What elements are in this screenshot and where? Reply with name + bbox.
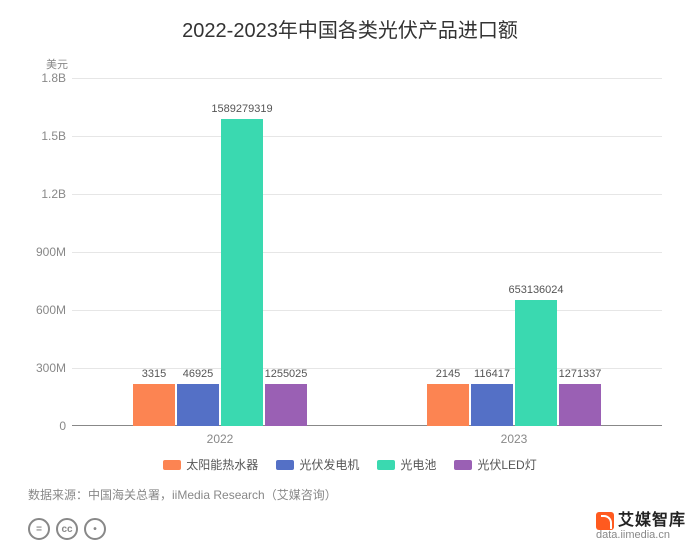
chart-title: 2022-2023年中国各类光伏产品进口额 [0,0,700,43]
cc-icon: cc [56,518,78,540]
grid-line [72,136,662,137]
y-tick-label: 300M [36,361,72,375]
bar-value-label: 3315 [142,368,166,380]
cc-icon: = [28,518,50,540]
bar [133,384,175,426]
x-tick-label: 2022 [207,426,234,446]
bar [515,300,557,426]
bar [177,384,219,426]
bar [427,384,469,426]
y-tick-label: 1.8B [41,71,72,85]
grid-line [72,310,662,311]
legend-swatch-icon [163,460,181,470]
grid-line [72,78,662,79]
plot-area: 0300M600M900M1.2B1.5B1.8B202233154692515… [72,78,662,426]
legend-swatch-icon [276,460,294,470]
bar [471,384,513,426]
bar-value-label: 1589279319 [211,103,272,115]
legend-item: 光伏LED灯 [454,456,536,473]
license-icons: = cc • [28,518,106,540]
legend: 太阳能热水器 光伏发电机 光电池 光伏LED灯 [0,456,700,473]
y-tick-label: 0 [59,419,72,433]
bar-value-label: 1255025 [265,368,308,380]
cc-icon: • [84,518,106,540]
brand-logo-icon [596,512,614,530]
y-tick-label: 900M [36,245,72,259]
brand-url: data.iimedia.cn [596,530,686,542]
y-tick-label: 600M [36,303,72,317]
legend-swatch-icon [377,460,395,470]
y-axis-unit: 美元 [46,56,68,72]
y-tick-label: 1.5B [41,129,72,143]
bar-value-label: 653136024 [508,284,563,296]
legend-label: 光电池 [400,456,436,473]
y-tick-label: 1.2B [41,187,72,201]
x-tick-label: 2023 [501,426,528,446]
brand-name: 艾媒智库 [618,513,686,530]
brand-block: 艾媒智库 data.iimedia.cn [596,512,686,542]
legend-item: 太阳能热水器 [163,456,258,473]
bar-value-label: 46925 [183,368,214,380]
legend-swatch-icon [454,460,472,470]
bar-value-label: 116417 [474,368,510,380]
bar [265,384,307,426]
grid-line [72,194,662,195]
legend-item: 光电池 [377,456,436,473]
grid-line [72,252,662,253]
bar [221,119,263,426]
legend-label: 光伏发电机 [299,456,359,473]
bar-value-label: 1271337 [559,368,602,380]
bar-value-label: 2145 [436,368,460,380]
legend-label: 光伏LED灯 [477,456,536,473]
legend-item: 光伏发电机 [276,456,359,473]
bar [559,384,601,426]
data-source: 数据来源：中国海关总署，iiMedia Research（艾媒咨询） [28,486,337,503]
legend-label: 太阳能热水器 [186,456,258,473]
